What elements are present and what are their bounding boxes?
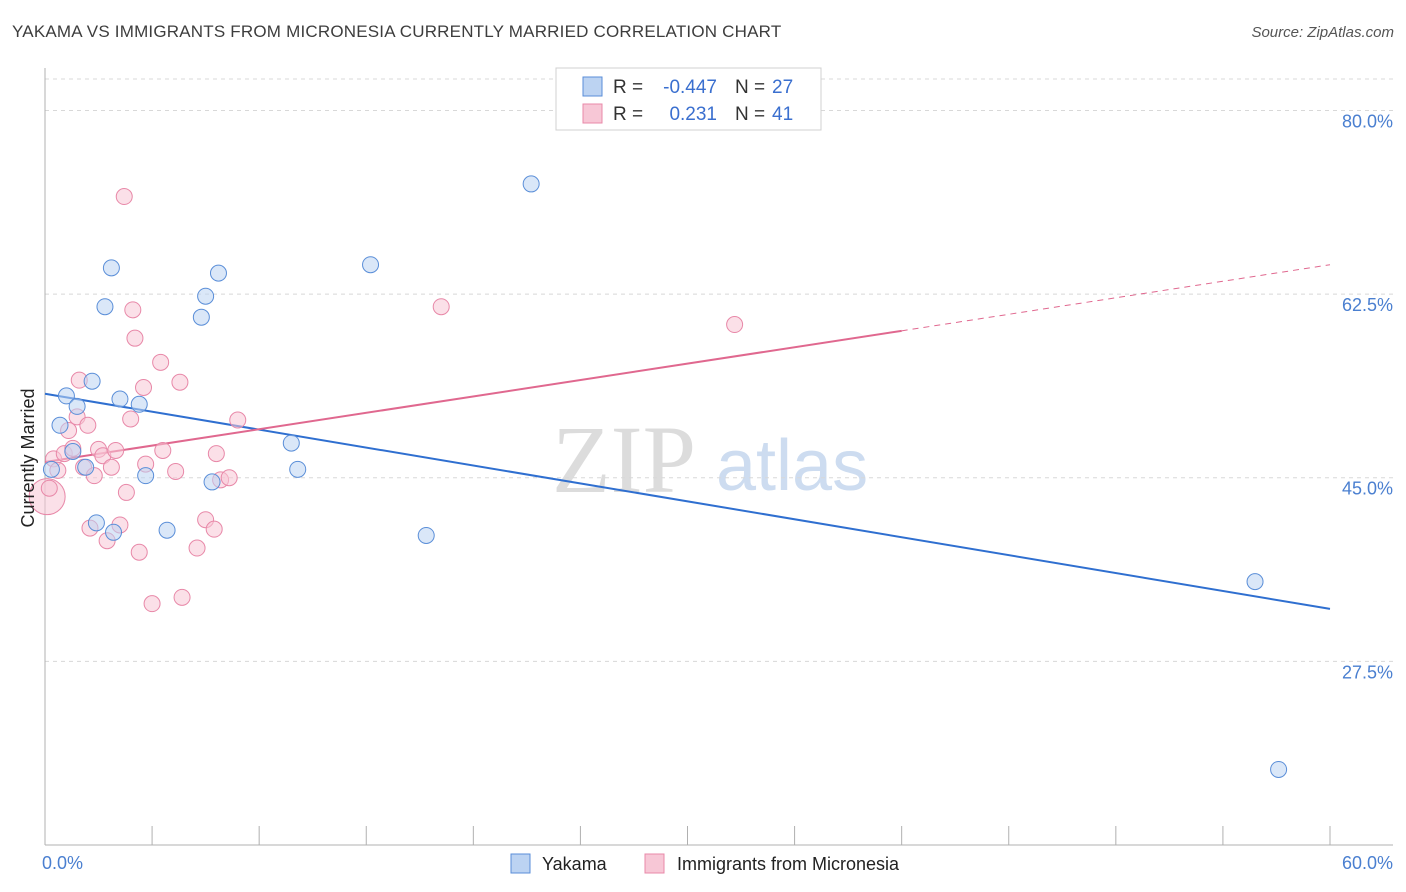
x-tick-label-min: 0.0% <box>42 853 83 873</box>
y-tick-label: 62.5% <box>1342 295 1393 315</box>
legend-n-label-1: N = <box>735 77 765 98</box>
data-point-micronesia <box>126 329 144 347</box>
bottom-legend-swatch-micronesia <box>644 853 665 874</box>
data-point-yakama <box>77 458 95 476</box>
trend-lines <box>44 264 1331 610</box>
data-point-micronesia <box>229 411 247 429</box>
data-point-micronesia <box>124 301 142 319</box>
data-point-micronesia <box>154 441 172 459</box>
data-point-yakama <box>192 308 210 326</box>
tick-labels: 27.5% 45.0% 62.5% 80.0% 0.0% 60.0% <box>42 111 1393 873</box>
data-point-yakama <box>57 387 75 405</box>
data-point-yakama <box>102 259 120 277</box>
bottom-legend-label-micronesia: Immigrants from Micronesia <box>677 854 900 874</box>
watermark-zip: ZIP <box>552 406 696 513</box>
trend-extension-micronesia <box>901 264 1331 332</box>
data-point-yakama <box>209 264 227 282</box>
data-point-yakama <box>417 526 435 544</box>
data-point-yakama <box>105 523 123 541</box>
data-point-micronesia <box>167 462 185 480</box>
data-point-yakama <box>1246 573 1264 591</box>
data-point-micronesia <box>79 416 97 434</box>
data-point-micronesia <box>207 445 225 463</box>
data-point-yakama <box>51 416 69 434</box>
data-point-yakama <box>130 395 148 413</box>
legend-r-value-1: -0.447 <box>663 77 717 98</box>
watermark-atlas: atlas <box>716 426 868 506</box>
bottom-legend-swatch-yakama <box>510 853 531 874</box>
legend-r-label-2: R = <box>613 104 643 125</box>
data-point-micronesia <box>135 378 153 396</box>
data-point-micronesia <box>117 483 135 501</box>
data-point-micronesia <box>102 458 120 476</box>
data-points <box>28 175 1288 778</box>
data-point-micronesia <box>130 543 148 561</box>
correlation-legend: R = -0.447 N = 27 R = 0.231 N = 41 <box>555 67 822 131</box>
source-label: Source: ZipAtlas.com <box>1251 24 1394 41</box>
data-point-yakama <box>203 473 221 491</box>
legend-n-value-2: 41 <box>772 104 793 125</box>
data-point-micronesia <box>152 353 170 371</box>
data-point-micronesia <box>205 520 223 538</box>
data-point-micronesia <box>171 373 189 391</box>
y-axis-title: Currently Married <box>18 388 38 527</box>
data-point-yakama <box>137 467 155 485</box>
data-point-micronesia <box>220 469 238 487</box>
data-point-yakama <box>96 298 114 316</box>
data-point-yakama <box>68 397 86 415</box>
data-point-micronesia <box>726 316 744 334</box>
y-tick-label: 45.0% <box>1342 479 1393 499</box>
bottom-legend-label-yakama: Yakama <box>542 854 608 874</box>
data-point-yakama <box>522 175 540 193</box>
data-point-micronesia <box>107 441 125 459</box>
legend-n-value-1: 27 <box>772 77 793 98</box>
data-point-yakama <box>83 372 101 390</box>
data-point-yakama <box>197 287 215 305</box>
data-point-micronesia <box>115 188 133 206</box>
data-point-yakama <box>64 443 82 461</box>
axes <box>44 68 1393 846</box>
data-point-yakama <box>42 460 60 478</box>
data-point-micronesia <box>143 595 161 613</box>
trend-line-micronesia <box>44 329 902 463</box>
data-point-yakama <box>158 521 176 539</box>
data-point-micronesia <box>188 539 206 557</box>
legend-r-label-1: R = <box>613 77 643 98</box>
x-tick-label-max: 60.0% <box>1342 853 1393 873</box>
legend-r-value-2: 0.231 <box>669 104 717 125</box>
gridlines <box>45 78 1393 662</box>
data-point-yakama <box>362 256 380 274</box>
chart-title: YAKAMA VS IMMIGRANTS FROM MICRONESIA CUR… <box>12 22 782 41</box>
data-point-yakama <box>289 460 307 478</box>
data-point-yakama <box>111 390 129 408</box>
legend-swatch-micronesia <box>582 103 603 124</box>
legend-n-label-2: N = <box>735 104 765 125</box>
data-point-micronesia <box>40 479 58 497</box>
y-tick-label: 80.0% <box>1342 111 1393 131</box>
legend-swatch-yakama <box>582 76 603 97</box>
data-point-yakama <box>1270 760 1288 778</box>
data-point-micronesia <box>432 298 450 316</box>
y-tick-label: 27.5% <box>1342 662 1393 682</box>
data-point-yakama <box>282 434 300 452</box>
series-legend: Yakama Immigrants from Micronesia <box>510 853 900 874</box>
data-point-micronesia <box>173 588 191 606</box>
data-point-yakama <box>87 514 105 532</box>
data-point-micronesia <box>122 410 140 428</box>
